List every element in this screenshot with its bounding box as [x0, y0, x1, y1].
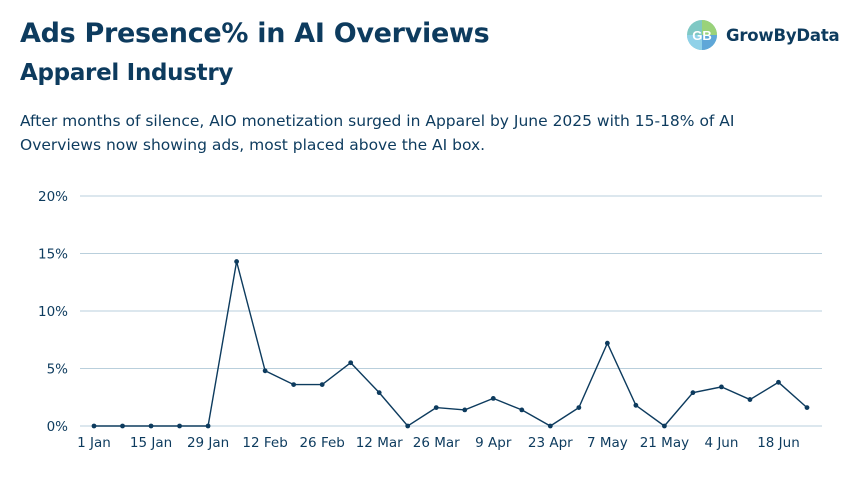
x-tick-label: 4 Jun — [704, 435, 738, 451]
brand-logo: GB GrowByData — [686, 18, 840, 52]
chart-description: After months of silence, AIO monetizatio… — [20, 112, 735, 154]
data-point — [376, 390, 382, 396]
chart-title: Ads Presence% in AI Overviews — [20, 18, 490, 49]
data-point — [633, 402, 639, 408]
data-point — [462, 407, 468, 413]
data-point — [690, 390, 696, 396]
data-point — [234, 259, 240, 264]
grid-layer — [80, 195, 822, 427]
y-tick-label: 5% — [47, 362, 69, 378]
data-point — [804, 405, 810, 410]
data-point — [490, 396, 496, 401]
series-layer — [91, 259, 810, 429]
data-point — [547, 423, 553, 429]
y-tick-label: 15% — [38, 247, 68, 263]
x-tick-label: 21 May — [640, 435, 689, 451]
x-tick-label: 1 Jan — [77, 435, 111, 451]
data-point — [405, 423, 411, 429]
svg-text:GB: GB — [692, 28, 712, 43]
data-point — [148, 423, 154, 429]
x-axis: 1 Jan 15 Jan 29 Jan 12 Feb 26 Feb 12 Mar 26 Ma… — [77, 435, 800, 451]
x-tick-label: 18 Jun — [757, 435, 800, 451]
series-line — [94, 261, 808, 427]
y-tick-label: 20% — [38, 189, 68, 205]
data-point — [91, 423, 97, 429]
data-point — [662, 423, 667, 429]
data-point — [747, 397, 753, 402]
data-point — [120, 423, 125, 429]
chart-subtitle: Apparel Industry — [20, 60, 234, 86]
x-tick-label: 26 Mar — [413, 435, 460, 451]
x-tick-label: 7 May — [587, 435, 628, 451]
logo-text: GrowByData — [726, 25, 840, 45]
data-point — [291, 382, 297, 387]
data-point — [519, 407, 525, 413]
y-axis: 0% 5% 10% 15% 20% — [38, 189, 68, 435]
data-point — [348, 360, 354, 366]
growbydata-logo-icon: GB — [687, 20, 717, 50]
y-tick-label: 0% — [47, 419, 69, 435]
data-point — [319, 382, 325, 387]
data-point — [433, 405, 439, 410]
x-tick-label: 26 Feb — [299, 435, 344, 451]
x-tick-label: 12 Mar — [356, 435, 403, 451]
x-tick-label: 23 Apr — [528, 435, 573, 451]
data-point — [205, 423, 211, 429]
x-tick-label: 29 Jan — [187, 435, 229, 451]
y-tick-label: 10% — [38, 304, 68, 320]
x-tick-label: 15 Jan — [130, 435, 172, 451]
data-point — [576, 405, 582, 410]
data-point — [776, 379, 781, 385]
data-point — [177, 423, 182, 429]
data-point — [262, 368, 268, 374]
x-tick-label: 9 Apr — [475, 435, 512, 451]
data-point — [719, 384, 724, 390]
x-tick-label: 12 Feb — [242, 435, 287, 451]
data-point — [604, 340, 610, 346]
